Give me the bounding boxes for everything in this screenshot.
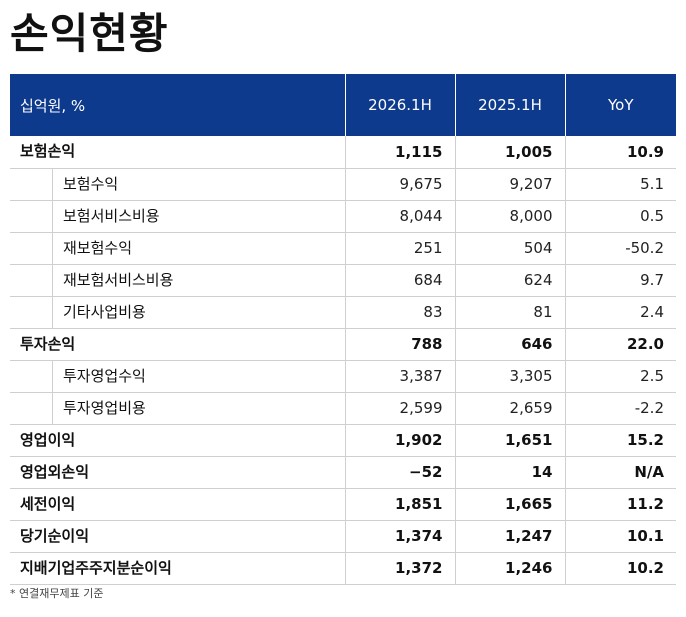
row-label-cell: 재보험수익 — [10, 232, 345, 265]
value-yoy: 10.1 — [564, 520, 676, 553]
value-yoy: 2.4 — [564, 296, 676, 329]
value-2025-1h: 14 — [454, 456, 565, 489]
row-label: 재보험수익 — [52, 232, 345, 264]
table-row: 당기순이익 1,374 1,247 10.1 — [10, 520, 676, 553]
value-2026-1h: 3,387 — [344, 360, 455, 393]
row-label: 보험손익 — [20, 142, 76, 161]
value-yoy: 0.5 — [564, 200, 676, 233]
row-label-cell: 세전이익 — [10, 488, 345, 521]
header-2026-1h: 2026.1H — [344, 74, 455, 136]
value-2026-1h: 1,902 — [344, 424, 455, 457]
row-label: 투자손익 — [20, 334, 76, 353]
value-yoy: 15.2 — [564, 424, 676, 457]
row-label: 보험서비스비용 — [52, 200, 345, 232]
value-2025-1h: 3,305 — [454, 360, 565, 393]
table-row: 영업이익 1,902 1,651 15.2 — [10, 424, 676, 457]
value-2025-1h: 504 — [454, 232, 565, 265]
table-row: 세전이익 1,851 1,665 11.2 — [10, 488, 676, 521]
value-yoy: -50.2 — [564, 232, 676, 265]
value-yoy: 22.0 — [564, 328, 676, 361]
value-2026-1h: 83 — [344, 296, 455, 329]
row-label-cell: 투자영업수익 — [10, 360, 345, 393]
row-label-cell: 영업외손익 — [10, 456, 345, 489]
table-row: 투자손익 788 646 22.0 — [10, 328, 676, 361]
table-row: 지배기업주주지분순이익 1,372 1,246 10.2 — [10, 552, 676, 585]
value-yoy: 10.9 — [564, 136, 676, 169]
row-label: 투자영업비용 — [52, 392, 345, 424]
row-label-cell: 보험손익 — [10, 136, 345, 169]
value-2025-1h: 2,659 — [454, 392, 565, 425]
value-yoy: -2.2 — [564, 392, 676, 425]
table-row: 보험수익 9,675 9,207 5.1 — [10, 168, 676, 201]
value-2025-1h: 1,246 — [454, 552, 565, 585]
value-yoy: N/A — [564, 456, 676, 489]
row-label-cell: 보험서비스비용 — [10, 200, 345, 233]
table-row: 기타사업비용 83 81 2.4 — [10, 296, 676, 329]
value-2026-1h: 2,599 — [344, 392, 455, 425]
row-label: 기타사업비용 — [52, 296, 345, 328]
row-label-cell: 당기순이익 — [10, 520, 345, 553]
table-row: 재보험수익 251 504 -50.2 — [10, 232, 676, 265]
table-row: 보험손익 1,115 1,005 10.9 — [10, 136, 676, 169]
row-label-cell: 지배기업주주지분순이익 — [10, 552, 345, 585]
row-label-cell: 영업이익 — [10, 424, 345, 457]
row-label-cell: 기타사업비용 — [10, 296, 345, 329]
page-title: 손익현황 — [10, 9, 169, 58]
value-2026-1h: 684 — [344, 264, 455, 297]
row-label: 지배기업주주지분순이익 — [20, 558, 172, 577]
value-2026-1h: −52 — [344, 456, 455, 489]
value-yoy: 10.2 — [564, 552, 676, 585]
row-label-cell: 재보험서비스비용 — [10, 264, 345, 297]
value-yoy: 11.2 — [564, 488, 676, 521]
value-2026-1h: 1,115 — [344, 136, 455, 169]
table-header-row: 십억원, % 2026.1H 2025.1H YoY — [10, 74, 676, 136]
row-label: 보험수익 — [52, 168, 345, 200]
row-label-cell: 투자손익 — [10, 328, 345, 361]
row-label: 영업외손익 — [20, 462, 90, 481]
value-2026-1h: 1,374 — [344, 520, 455, 553]
value-2025-1h: 81 — [454, 296, 565, 329]
table-row: 영업외손익 −52 14 N/A — [10, 456, 676, 489]
row-label: 당기순이익 — [20, 526, 90, 545]
value-2026-1h: 788 — [344, 328, 455, 361]
table-row: 투자영업수익 3,387 3,305 2.5 — [10, 360, 676, 393]
table-row: 재보험서비스비용 684 624 9.7 — [10, 264, 676, 297]
value-2025-1h: 624 — [454, 264, 565, 297]
value-2026-1h: 1,851 — [344, 488, 455, 521]
footnote: * 연결재무제표 기준 — [10, 587, 104, 600]
row-label: 재보험서비스비용 — [52, 264, 345, 296]
value-2025-1h: 9,207 — [454, 168, 565, 201]
table-row: 투자영업비용 2,599 2,659 -2.2 — [10, 392, 676, 425]
value-2025-1h: 1,005 — [454, 136, 565, 169]
row-label: 투자영업수익 — [52, 360, 345, 392]
value-2026-1h: 251 — [344, 232, 455, 265]
row-label: 세전이익 — [20, 494, 76, 513]
header-unit: 십억원, % — [10, 74, 345, 136]
value-yoy: 9.7 — [564, 264, 676, 297]
value-2026-1h: 1,372 — [344, 552, 455, 585]
value-2025-1h: 646 — [454, 328, 565, 361]
table-row: 보험서비스비용 8,044 8,000 0.5 — [10, 200, 676, 233]
row-label: 영업이익 — [20, 430, 76, 449]
value-yoy: 5.1 — [564, 168, 676, 201]
value-yoy: 2.5 — [564, 360, 676, 393]
value-2026-1h: 9,675 — [344, 168, 455, 201]
row-label-cell: 보험수익 — [10, 168, 345, 201]
income-statement-table: 십억원, % 2026.1H 2025.1H YoY 보험손익 1,115 1,00… — [10, 74, 676, 585]
header-yoy: YoY — [564, 74, 676, 136]
value-2025-1h: 8,000 — [454, 200, 565, 233]
value-2025-1h: 1,247 — [454, 520, 565, 553]
value-2025-1h: 1,651 — [454, 424, 565, 457]
header-2025-1h: 2025.1H — [454, 74, 565, 136]
value-2025-1h: 1,665 — [454, 488, 565, 521]
value-2026-1h: 8,044 — [344, 200, 455, 233]
row-label-cell: 투자영업비용 — [10, 392, 345, 425]
